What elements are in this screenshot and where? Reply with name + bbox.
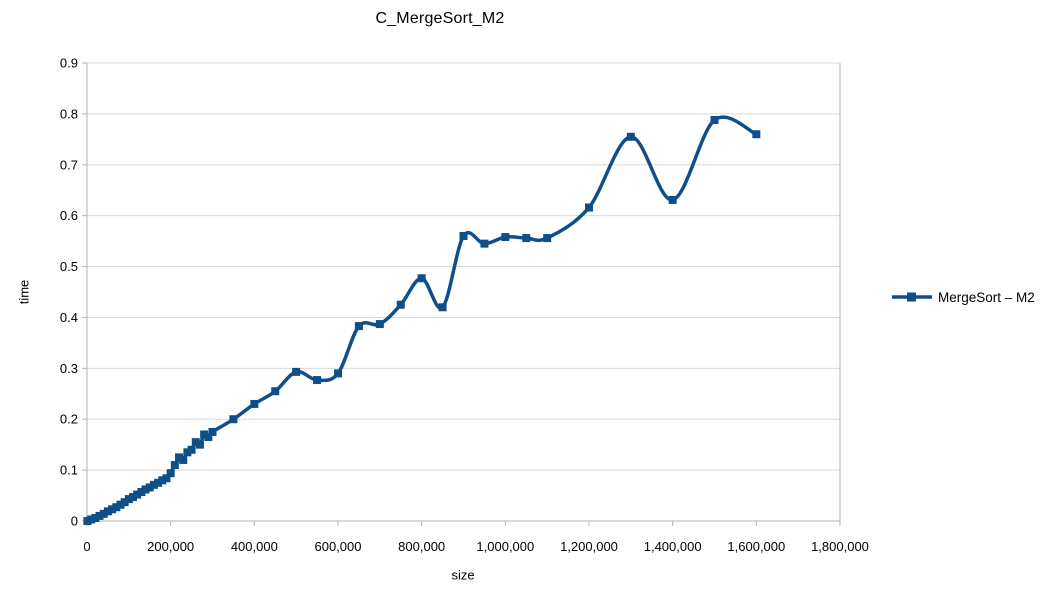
data-point-marker: [752, 130, 761, 139]
data-point-marker: [250, 399, 259, 408]
data-point-marker: [166, 469, 175, 478]
data-point-marker: [459, 232, 468, 241]
data-point-marker: [175, 453, 184, 462]
y-tick-label: 0.5: [60, 259, 78, 274]
legend: MergeSort – M2: [891, 288, 1035, 306]
data-point-marker: [438, 303, 447, 312]
data-point-marker: [179, 455, 188, 464]
data-point-marker: [208, 427, 217, 436]
data-point-marker: [103, 507, 112, 516]
data-point-marker: [91, 513, 100, 522]
y-tick-label: 0.7: [60, 157, 78, 172]
data-point-marker: [626, 132, 635, 141]
y-tick-label: 0.2: [60, 412, 78, 427]
data-point-marker: [375, 320, 384, 329]
data-point-marker: [543, 234, 552, 243]
data-point-marker: [99, 509, 108, 518]
data-point-marker: [271, 387, 280, 396]
legend-series-label: MergeSort – M2: [938, 289, 1035, 305]
x-tick-label: 1,600,000: [727, 539, 785, 554]
y-tick-label: 0.4: [60, 310, 78, 325]
data-point-marker: [200, 430, 209, 439]
data-point-marker: [195, 440, 204, 449]
data-point-marker: [116, 500, 125, 509]
data-point-marker: [191, 438, 200, 447]
data-point-marker: [129, 493, 138, 502]
y-axis-title: time: [16, 279, 32, 305]
x-tick-label: 800,000: [398, 539, 445, 554]
chart-title: C_MergeSort_M2: [375, 10, 505, 27]
y-tick-label: 0: [71, 514, 78, 529]
data-point-marker: [137, 487, 146, 496]
data-point-marker: [158, 476, 167, 485]
series-line: [85, 115, 759, 523]
data-point-marker: [292, 367, 301, 376]
x-tick-label: 400,000: [231, 539, 278, 554]
data-point-marker: [133, 490, 142, 499]
data-point-marker: [149, 480, 158, 489]
data-point-marker: [95, 511, 104, 520]
x-tick-label: 1,400,000: [644, 539, 702, 554]
data-point-marker: [124, 495, 133, 504]
x-axis-title: size: [451, 567, 475, 583]
data-point-marker: [120, 498, 129, 507]
data-point-marker: [145, 483, 154, 492]
data-point-marker: [187, 445, 196, 454]
data-point-marker: [141, 485, 150, 494]
y-tick-label: 0.3: [60, 361, 78, 376]
data-point-marker: [354, 322, 363, 331]
data-point-marker: [417, 274, 426, 283]
x-tick-label: 1,000,000: [476, 539, 534, 554]
data-point-marker: [710, 115, 719, 124]
data-point-marker: [501, 233, 510, 242]
data-point-marker: [668, 195, 677, 204]
data-point-marker: [170, 461, 179, 470]
data-point-marker: [204, 433, 213, 442]
y-tick-label: 0.9: [60, 56, 78, 71]
x-tick-label: 1,200,000: [560, 539, 618, 554]
data-point-marker: [229, 415, 238, 424]
data-point-marker: [87, 515, 96, 524]
data-point-marker: [522, 234, 531, 243]
legend-series-icon: [892, 292, 932, 302]
y-tick-label: 0.8: [60, 106, 78, 121]
x-tick-label: 600,000: [315, 539, 362, 554]
y-tick-label: 0.6: [60, 208, 78, 223]
data-point-marker: [313, 376, 322, 385]
data-point-marker: [112, 503, 121, 512]
data-point-marker: [480, 239, 489, 248]
data-point-marker: [162, 474, 171, 483]
data-point-marker: [108, 505, 117, 514]
data-point-marker: [154, 478, 163, 487]
y-tick-label: 0.1: [60, 463, 78, 478]
x-tick-label: 200,000: [147, 539, 194, 554]
data-point-marker: [183, 448, 192, 457]
x-tick-label: 1,800,000: [811, 539, 869, 554]
data-point-marker: [334, 369, 342, 378]
data-point-marker: [396, 300, 405, 309]
x-tick-label: 0: [83, 539, 90, 554]
data-point-marker: [585, 203, 593, 212]
